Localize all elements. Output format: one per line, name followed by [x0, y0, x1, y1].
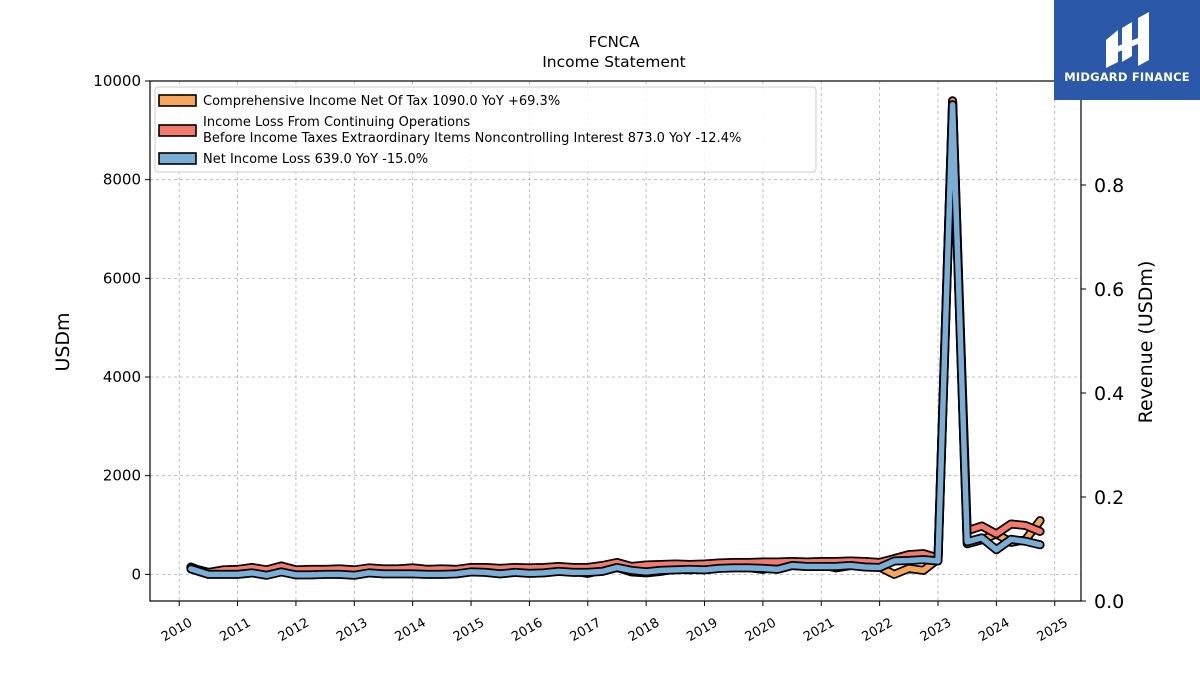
y2-axis-label: Revenue (USDm) [1135, 261, 1157, 424]
y-tick-label: 6000 [103, 269, 141, 287]
x-tick-label: 2013 [334, 615, 370, 645]
y-tick-label: 0 [131, 565, 141, 583]
y-axis-label: USDm [52, 312, 74, 371]
legend-label-1: Comprehensive Income Net Of Tax 1090.0 Y… [203, 94, 560, 109]
x-tick-label: 2021 [801, 615, 837, 645]
series-outline-1 [186, 97, 1045, 579]
legend-label-2: Income Loss From Continuing Operations [203, 115, 470, 130]
plot-frame [149, 80, 1082, 602]
chart-subtitle: Income Statement [542, 53, 686, 71]
legend-swatch-2 [158, 124, 197, 137]
x-tick-label: 2011 [217, 615, 253, 645]
x-tick-label: 2014 [393, 615, 429, 645]
x-tick-label: 2015 [451, 615, 487, 645]
x-tick-label: 2016 [509, 615, 545, 645]
legend-label-2: Before Income Taxes Extraordinary Items … [203, 131, 741, 146]
y-tick-label: 8000 [103, 171, 141, 189]
series-line-3 [188, 101, 1043, 579]
series-outline-3 [186, 100, 1045, 580]
legend-box [154, 86, 817, 173]
series-lines [186, 96, 1045, 580]
y-tick-label: 10000 [93, 72, 141, 90]
x-tick-label: 2017 [568, 615, 604, 645]
chart-title: FCNCA [588, 33, 640, 51]
x-tick-label: 2020 [743, 615, 779, 645]
brand-name: MIDGARD FINANCE [1064, 70, 1190, 84]
series-line-1 [188, 99, 1043, 578]
y-tick-label: 4000 [103, 368, 141, 386]
x-tick-label: 2019 [684, 615, 720, 645]
legend-swatch-3 [158, 152, 197, 165]
legend: Comprehensive Income Net Of Tax 1090.0 Y… [154, 86, 817, 173]
legend-swatch-1 [158, 94, 197, 107]
brand-logo: MIDGARD FINANCE [1054, 0, 1200, 100]
legend-label-3: Net Income Loss 639.0 YoY -15.0% [203, 152, 428, 167]
y2-tick-label: 0.2 [1094, 487, 1124, 509]
brand-logo-icon [1106, 12, 1149, 68]
y-tick-label: 2000 [103, 467, 141, 485]
x-tick-label: 2024 [976, 615, 1012, 645]
x-tick-label: 2023 [918, 615, 954, 645]
x-tick-label: 2018 [626, 615, 662, 645]
y2-tick-label: 0.8 [1094, 175, 1124, 197]
x-tick-label: 2022 [859, 615, 895, 645]
x-tick-label: 2010 [159, 615, 195, 645]
y2-tick-label: 0.0 [1094, 591, 1124, 613]
x-tick-label: 2012 [276, 615, 312, 645]
x-tick-label: 2025 [1035, 615, 1071, 645]
y2-tick-label: 0.6 [1094, 279, 1124, 301]
y2-tick-label: 0.4 [1094, 383, 1124, 405]
